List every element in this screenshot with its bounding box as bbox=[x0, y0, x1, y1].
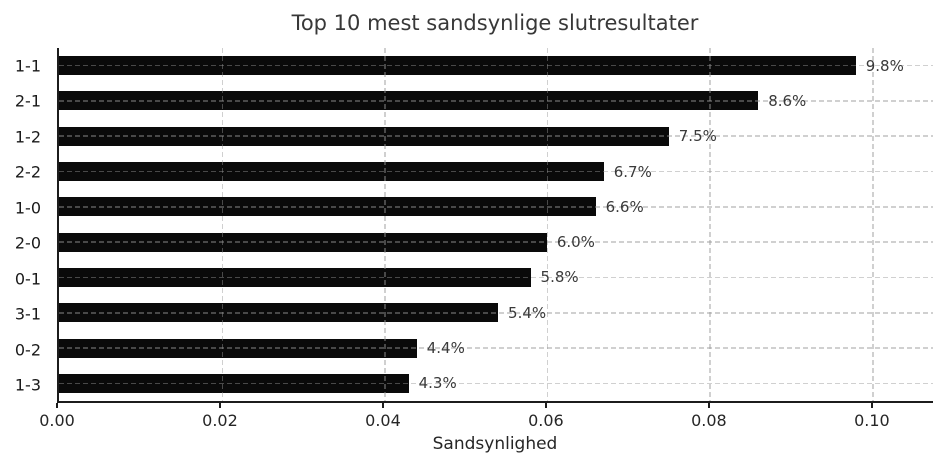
bar-value-label: 6.7% bbox=[613, 162, 652, 181]
bar-value-label: 9.8% bbox=[865, 56, 904, 75]
y-tick-label: 0-1 bbox=[14, 269, 41, 289]
y-tick-label: 1-3 bbox=[14, 375, 41, 395]
y-tick-label: 2-2 bbox=[14, 162, 41, 182]
y-tick-label: 3-1 bbox=[14, 304, 41, 324]
bar-value-label: 4.3% bbox=[418, 374, 457, 393]
h-gridline bbox=[59, 206, 933, 208]
bar bbox=[59, 232, 547, 252]
bar bbox=[59, 373, 409, 393]
y-tick-label: 1-2 bbox=[14, 127, 41, 147]
y-tick-label: 1-1 bbox=[14, 56, 41, 76]
bar bbox=[59, 197, 596, 217]
y-tick-label: 1-0 bbox=[14, 198, 41, 218]
x-tick-mark bbox=[707, 403, 710, 408]
h-gridline bbox=[59, 135, 933, 138]
x-axis-title: Sandsynlighed bbox=[432, 434, 558, 454]
x-tick-label: 0.08 bbox=[691, 411, 727, 430]
v-gridline bbox=[384, 48, 386, 401]
h-gridline bbox=[59, 382, 933, 385]
v-gridline bbox=[546, 48, 549, 401]
v-gridline bbox=[872, 48, 874, 401]
h-gridline bbox=[59, 347, 933, 349]
x-tick-label: 0.10 bbox=[854, 411, 890, 430]
bar bbox=[59, 338, 417, 358]
h-gridline bbox=[59, 100, 933, 102]
bar bbox=[59, 303, 499, 323]
x-tick-label: 0.00 bbox=[39, 411, 75, 430]
bar-value-label: 6.6% bbox=[605, 197, 644, 216]
v-gridline bbox=[221, 48, 224, 401]
h-gridline bbox=[59, 64, 933, 67]
x-tick-label: 0.04 bbox=[365, 411, 401, 430]
plot-area: 9.8% 8.6% 7.5% 6.7% 6.6% 6.0% 5.8% 5.4% 4.4% 4.3% bbox=[57, 48, 933, 403]
x-tick-mark bbox=[218, 403, 221, 408]
x-axis: 0.00 0.02 0.04 0.06 0.08 0.10 bbox=[39, 403, 933, 443]
bar bbox=[59, 162, 604, 182]
bar-value-label: 5.4% bbox=[508, 303, 547, 322]
bar bbox=[59, 267, 531, 287]
x-tick-mark bbox=[870, 403, 873, 408]
x-tick-mark bbox=[381, 403, 384, 408]
x-tick-label: 0.06 bbox=[528, 411, 564, 430]
bar-value-label: 5.8% bbox=[540, 268, 579, 287]
bar-value-label: 6.0% bbox=[556, 233, 595, 252]
chart-title: Top 10 mest sandsynlige slutresultater bbox=[291, 11, 699, 35]
bar bbox=[59, 126, 669, 146]
x-tick-mark bbox=[544, 403, 547, 408]
bar-value-label: 7.5% bbox=[678, 127, 717, 146]
h-gridline bbox=[59, 311, 933, 314]
y-axis-labels: 1-1 2-1 1-2 2-2 1-0 2-0 0-1 3-1 0-2 1-3 bbox=[0, 48, 48, 403]
y-tick-label: 2-1 bbox=[14, 91, 41, 111]
bar bbox=[59, 56, 856, 76]
h-gridline bbox=[59, 170, 933, 173]
h-gridline bbox=[59, 241, 933, 243]
h-gridline bbox=[59, 276, 933, 279]
v-gridline bbox=[709, 48, 711, 401]
y-tick-label: 0-2 bbox=[14, 340, 41, 360]
bar-value-label: 8.6% bbox=[768, 91, 807, 110]
x-tick-label: 0.02 bbox=[202, 411, 238, 430]
y-tick-label: 2-0 bbox=[14, 233, 41, 253]
x-tick-mark bbox=[56, 403, 58, 408]
bar-value-label: 4.4% bbox=[426, 339, 465, 358]
bar bbox=[59, 91, 759, 111]
